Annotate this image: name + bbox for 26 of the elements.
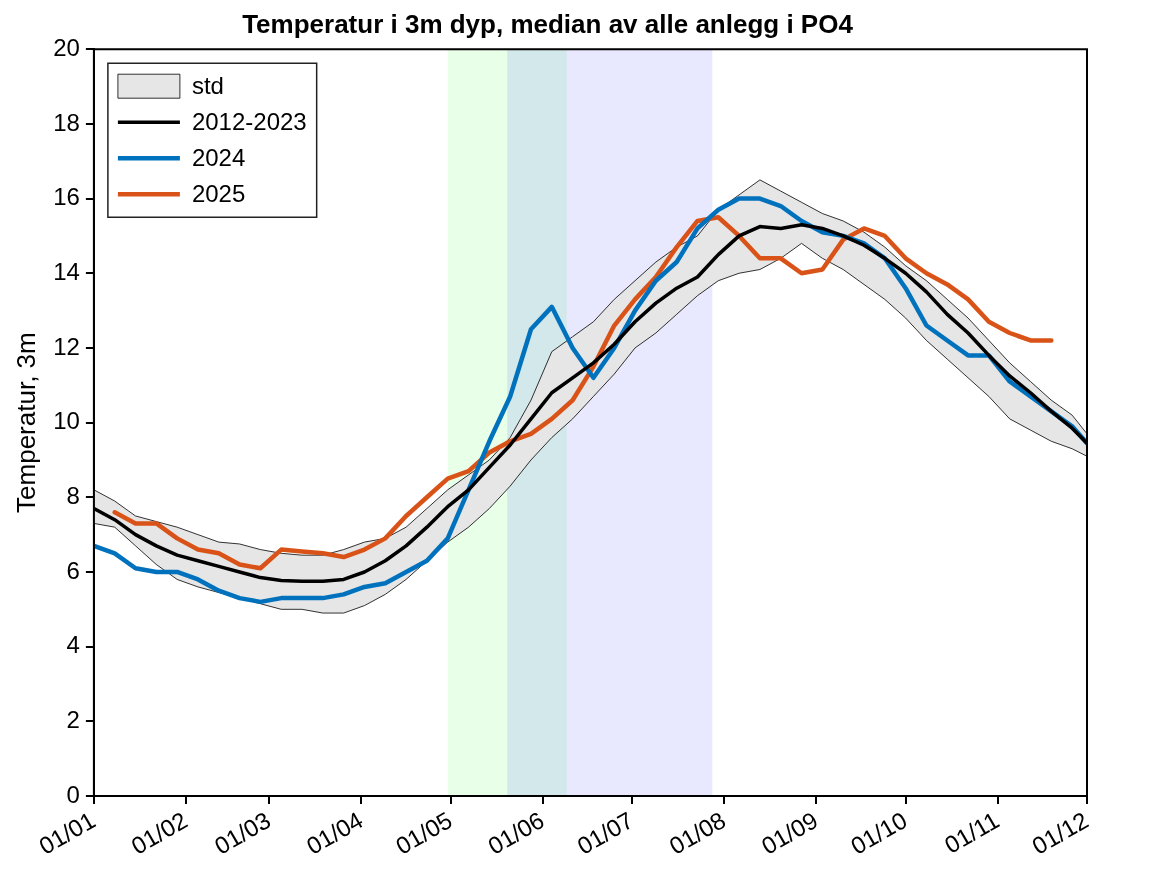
y-tick-label: 16 xyxy=(53,183,80,211)
y-tick-label: 4 xyxy=(66,631,80,659)
x-tick-label: 01/09 xyxy=(756,806,823,860)
legend-label: 2012-2023 xyxy=(191,107,307,135)
x-tick-label: 01/10 xyxy=(845,806,912,860)
y-tick-label: 12 xyxy=(53,332,80,360)
x-tick-label: 01/02 xyxy=(126,806,192,860)
y-axis-title: Temperatur, 3m xyxy=(10,332,41,513)
legend-label: 2024 xyxy=(191,143,246,171)
x-tick-label: 01/03 xyxy=(209,806,276,860)
chart-title: Temperatur i 3m dyp, median av alle anlegg i PO4 xyxy=(242,8,854,39)
y-tick-label: 8 xyxy=(66,481,80,509)
y-tick-label: 6 xyxy=(66,556,80,584)
legend-label: 2025 xyxy=(191,179,246,207)
legend-label: std xyxy=(191,71,224,99)
x-tick-label: 01/08 xyxy=(664,806,731,860)
x-tick-label: 01/06 xyxy=(483,806,549,860)
y-tick-label: 14 xyxy=(53,257,80,285)
y-tick-label: 18 xyxy=(53,108,80,136)
y-tick-label: 20 xyxy=(53,33,80,61)
x-tick-label: 01/12 xyxy=(1027,806,1093,860)
y-tick-label: 0 xyxy=(66,780,80,808)
y-tick-label: 2 xyxy=(66,705,80,733)
x-tick-label: 01/01 xyxy=(34,806,100,860)
x-tick-label: 01/11 xyxy=(939,806,1004,859)
y-tick-label: 10 xyxy=(53,407,80,435)
